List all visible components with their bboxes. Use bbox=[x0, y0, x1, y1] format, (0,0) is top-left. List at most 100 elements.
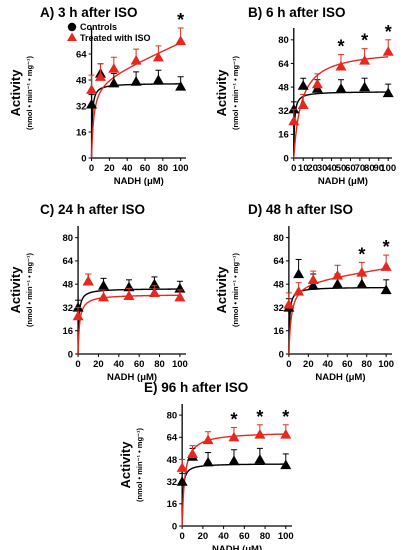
x-axis-label: NADH (μM) bbox=[114, 176, 164, 187]
treated-point bbox=[94, 71, 106, 81]
x-tick-label: 0 bbox=[89, 163, 94, 174]
controls-point bbox=[280, 459, 292, 470]
x-tick-label: 10 bbox=[298, 163, 309, 174]
x-tick-label: 40 bbox=[323, 359, 334, 370]
x-tick-label: 80 bbox=[158, 163, 169, 174]
panel-title: E) 96 h after ISO bbox=[144, 380, 248, 395]
y-axis-unit: (nmol • min⁻¹ • mg⁻¹) bbox=[25, 253, 34, 327]
treated-point bbox=[382, 46, 394, 56]
y-axis-unit: (nmol • min⁻¹ • mg⁻¹) bbox=[231, 253, 240, 327]
y-axis-unit: (nmol • min⁻¹ • mg⁻¹) bbox=[135, 428, 144, 502]
treated-point bbox=[108, 63, 120, 73]
y-tick-label: 64 bbox=[273, 256, 284, 267]
controls-point bbox=[130, 76, 142, 86]
y-tick-label: 16 bbox=[62, 326, 73, 337]
legend-treated-marker bbox=[67, 32, 77, 41]
treated-point bbox=[175, 35, 187, 46]
x-tick-label: 100 bbox=[380, 163, 396, 174]
x-tick-label: 0 bbox=[286, 359, 291, 370]
treated-point bbox=[130, 55, 142, 65]
legend-controls-marker bbox=[67, 22, 77, 32]
x-tick-label: 20 bbox=[104, 163, 115, 174]
controls-point bbox=[288, 103, 300, 114]
treated-point bbox=[293, 285, 305, 296]
panel-a: A) 3 h after ISO 0 16 32 48 64 0 20 40 60 80 100 NAD… bbox=[8, 5, 189, 187]
x-tick-label: 100 bbox=[172, 359, 188, 370]
y-tick-label: 32 bbox=[278, 106, 289, 117]
x-tick-label: 80 bbox=[361, 359, 372, 370]
x-tick-label: 20 bbox=[93, 359, 104, 370]
treated-point bbox=[72, 310, 84, 321]
significance-star: * bbox=[358, 244, 365, 264]
y-axis-unit: (nmol • min⁻¹ • mg⁻¹) bbox=[25, 56, 34, 130]
treated-point bbox=[254, 429, 266, 439]
significance-star: * bbox=[230, 410, 237, 430]
controls-point bbox=[98, 280, 110, 290]
y-tick-label: 16 bbox=[167, 499, 178, 510]
x-tick-label: 70 bbox=[355, 163, 366, 174]
panel-title: A) 3 h after ISO bbox=[40, 5, 138, 20]
y-tick-label: 32 bbox=[273, 303, 284, 314]
x-tick-label: 30 bbox=[317, 163, 328, 174]
significance-star: * bbox=[385, 22, 392, 42]
panel-title: B) 6 h after ISO bbox=[248, 5, 346, 20]
y-tick-label: 32 bbox=[76, 101, 87, 112]
y-tick-label: 64 bbox=[167, 433, 178, 444]
treated-fit-curve bbox=[293, 56, 389, 159]
y-axis-label: Activity bbox=[8, 69, 23, 117]
significance-star: * bbox=[177, 10, 184, 30]
controls-point bbox=[293, 268, 305, 279]
significance-star: * bbox=[337, 37, 344, 57]
significance-star: * bbox=[361, 31, 368, 51]
x-tick-label: 40 bbox=[326, 163, 337, 174]
y-axis-label: Activity bbox=[214, 266, 229, 314]
treated-point bbox=[280, 429, 292, 439]
treated-point bbox=[187, 448, 199, 459]
y-tick-label: 0 bbox=[279, 349, 284, 360]
treated-point bbox=[148, 287, 160, 298]
x-tick-label: 20 bbox=[303, 359, 314, 370]
treated-point bbox=[176, 462, 188, 472]
x-tick-label: 20 bbox=[307, 163, 318, 174]
x-tick-label: 0 bbox=[291, 163, 296, 174]
controls-point bbox=[228, 455, 240, 465]
treated-point bbox=[380, 261, 392, 271]
treated-fit-curve bbox=[77, 294, 180, 355]
controls-point bbox=[176, 476, 188, 486]
controls-point bbox=[332, 278, 344, 289]
controls-point bbox=[382, 87, 394, 98]
y-tick-label: 48 bbox=[278, 82, 289, 93]
legend-controls-label: Controls bbox=[80, 22, 117, 32]
x-axis-label: NADH (μM) bbox=[315, 372, 365, 383]
controls-point bbox=[380, 284, 392, 295]
x-axis-label: NADH (μM) bbox=[212, 544, 262, 550]
controls-fit-curve bbox=[181, 463, 286, 527]
x-tick-label: 80 bbox=[364, 163, 375, 174]
x-tick-label: 80 bbox=[260, 531, 271, 542]
y-tick-label: 64 bbox=[76, 49, 87, 60]
x-tick-label: 0 bbox=[75, 359, 80, 370]
treated-point bbox=[288, 115, 300, 126]
panel-title: C) 24 h after ISO bbox=[40, 202, 145, 217]
y-tick-label: 80 bbox=[273, 233, 284, 244]
x-tick-label: 60 bbox=[140, 163, 151, 174]
controls-point bbox=[202, 456, 214, 467]
treated-point bbox=[202, 434, 214, 445]
x-tick-label: 60 bbox=[239, 531, 250, 542]
treated-point bbox=[335, 60, 347, 71]
treated-point bbox=[311, 78, 323, 89]
x-tick-label: 60 bbox=[134, 359, 145, 370]
y-axis-label: Activity bbox=[118, 441, 133, 489]
panel-c: C) 24 h after ISO 0 16 32 48 64 80 0 20 40 60 80 100… bbox=[8, 202, 188, 383]
y-tick-label: 16 bbox=[278, 130, 289, 141]
treated-point bbox=[82, 275, 94, 286]
x-tick-label: 60 bbox=[342, 359, 353, 370]
x-tick-label: 20 bbox=[198, 531, 209, 542]
treated-point bbox=[283, 299, 295, 309]
y-axis-unit: (nmol • min⁻¹ • mg⁻¹) bbox=[231, 56, 240, 130]
y-tick-label: 32 bbox=[62, 303, 73, 314]
treated-point bbox=[356, 267, 368, 277]
x-tick-label: 100 bbox=[278, 531, 294, 542]
panel-title: D) 48 h after ISO bbox=[248, 202, 353, 217]
